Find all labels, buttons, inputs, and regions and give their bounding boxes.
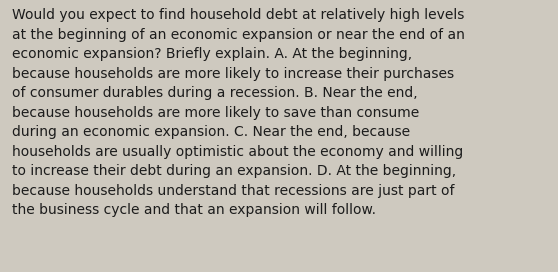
Text: Would you expect to find household debt at relatively high levels
at the beginni: Would you expect to find household debt … [12, 8, 465, 217]
